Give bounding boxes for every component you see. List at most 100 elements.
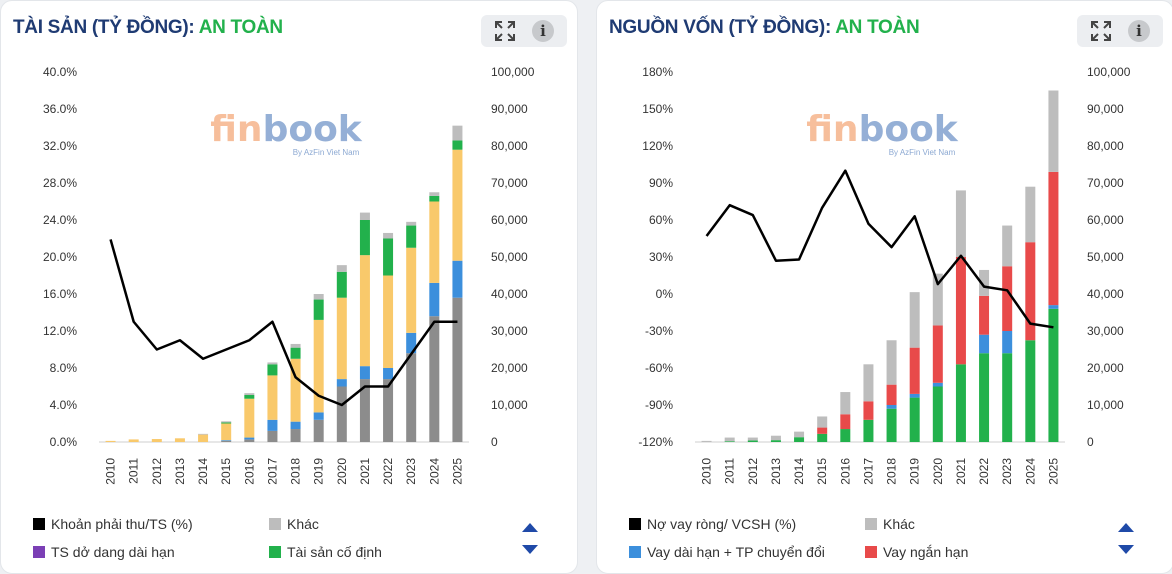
legend-pager [1117,523,1135,557]
legend-item[interactable]: Vay ngắn hạn [865,541,968,563]
bar-segment [863,401,874,420]
bar-segment [105,440,116,442]
expand-icon[interactable] [485,15,525,47]
legend-label: Tài sản cố định [287,544,382,560]
bar-segment [221,421,232,423]
legend-pager [521,523,539,557]
bar-segment [863,419,874,442]
legend-item[interactable]: Khoản phải thu/TS (%) [33,513,193,535]
bar-segment [817,416,828,428]
bar-segment [383,379,394,442]
x-tick-label: 2016 [242,458,256,485]
bar-segment [406,247,417,333]
y-left-tick-label: 28.0% [43,176,77,190]
fin-book-logo: finbook [210,109,363,150]
y-left-tick-label: 120% [642,139,673,153]
bar-segment [359,379,370,442]
bar-segment [198,433,209,435]
bar-segment [1002,353,1013,442]
bar-segment [886,384,897,405]
bar-segment [886,405,897,409]
bar-segment [1048,171,1059,306]
x-tick-label: 2024 [427,458,441,485]
x-tick-label: 2023 [404,458,418,485]
x-tick-label: 2012 [746,458,760,485]
legend-down-arrow-icon[interactable] [522,545,538,554]
y-left-tick-label: 40.0% [43,65,77,79]
legend-label: Nợ vay ròng/ VCSH (%) [647,516,797,532]
y-left-tick-label: 30% [649,250,673,264]
legend-label: Vay ngắn hạn [883,544,969,560]
bar-segment [817,433,828,442]
bar-segment [955,190,966,257]
bar-segment [313,412,324,420]
bar-segment [244,393,255,396]
bar-segment [267,375,278,420]
y-right-tick-label: 10,000 [491,398,528,412]
y-left-tick-label: -30% [645,324,673,338]
bar-segment [909,347,920,394]
bar-segment [359,255,370,367]
bar-segment [979,295,990,335]
bar-segment [955,364,966,442]
bar-segment [979,269,990,296]
legend-item[interactable]: Tài sản cố định [269,541,382,563]
x-tick-label: 2018 [289,458,303,485]
x-tick-label: 2017 [861,458,875,485]
bar-segment [406,221,417,226]
fin-book-logo: finbook [806,109,959,150]
legend-up-arrow-icon[interactable] [1118,523,1134,532]
assets-title: TÀI SẢN (TỶ ĐỒNG): AN TOÀN [13,17,283,38]
y-right-tick-label: 60,000 [1087,213,1124,227]
x-tick-label: 2025 [450,458,464,485]
assets-toolbar: i [481,15,567,47]
bar-segment [932,325,943,383]
x-tick-label: 2013 [769,458,783,485]
bar-segment [290,429,301,442]
x-tick-label: 2024 [1023,458,1037,485]
expand-icon[interactable] [1081,15,1121,47]
x-tick-label: 2012 [150,458,164,485]
bar-segment [267,362,278,365]
bar-segment [817,427,828,434]
bar-segment [1048,308,1059,442]
bar-segment [406,332,417,354]
info-icon[interactable]: i [523,15,563,47]
legend-item[interactable]: TS dở dang dài hạn [33,541,175,563]
bar-segment [290,347,301,359]
bar-segment [452,125,463,141]
bar-segment [359,220,370,256]
bar-segment [174,438,185,442]
bar-segment [452,149,463,261]
y-right-tick-label: 30,000 [491,324,528,338]
legend-item[interactable]: Vay dài hạn + TP chuyển đổi [629,541,825,563]
bar-segment [1048,305,1059,309]
y-right-tick-label: 0 [1087,435,1094,449]
bar-segment [979,334,990,354]
bar-segment [336,271,347,298]
legend-item[interactable]: Nợ vay ròng/ VCSH (%) [629,513,796,535]
legend-label: Vay dài hạn + TP chuyển đổi [647,544,825,560]
y-left-tick-label: 180% [642,65,673,79]
x-tick-label: 2019 [312,458,326,485]
legend-label: Khoản phải thu/TS (%) [51,516,193,532]
bar-segment [1025,242,1036,341]
bar-segment [909,292,920,348]
info-icon[interactable]: i [1119,15,1159,47]
x-tick-label: 2011 [127,458,141,484]
x-tick-label: 2013 [173,458,187,485]
bar-segment [452,260,463,298]
bar-segment [383,232,394,239]
x-tick-label: 2025 [1046,458,1060,485]
legend-up-arrow-icon[interactable] [522,523,538,532]
bar-segment [313,299,324,320]
y-left-tick-label: 16.0% [43,287,77,301]
bar-segment [336,386,347,442]
legend-item[interactable]: Khác [269,513,319,535]
bar-segment [863,364,874,402]
y-left-tick-label: 4.0% [50,398,78,412]
legend-item[interactable]: Khác [865,513,915,535]
legend-down-arrow-icon[interactable] [1118,545,1134,554]
bar-segment [886,340,897,385]
bar-segment [770,440,781,442]
